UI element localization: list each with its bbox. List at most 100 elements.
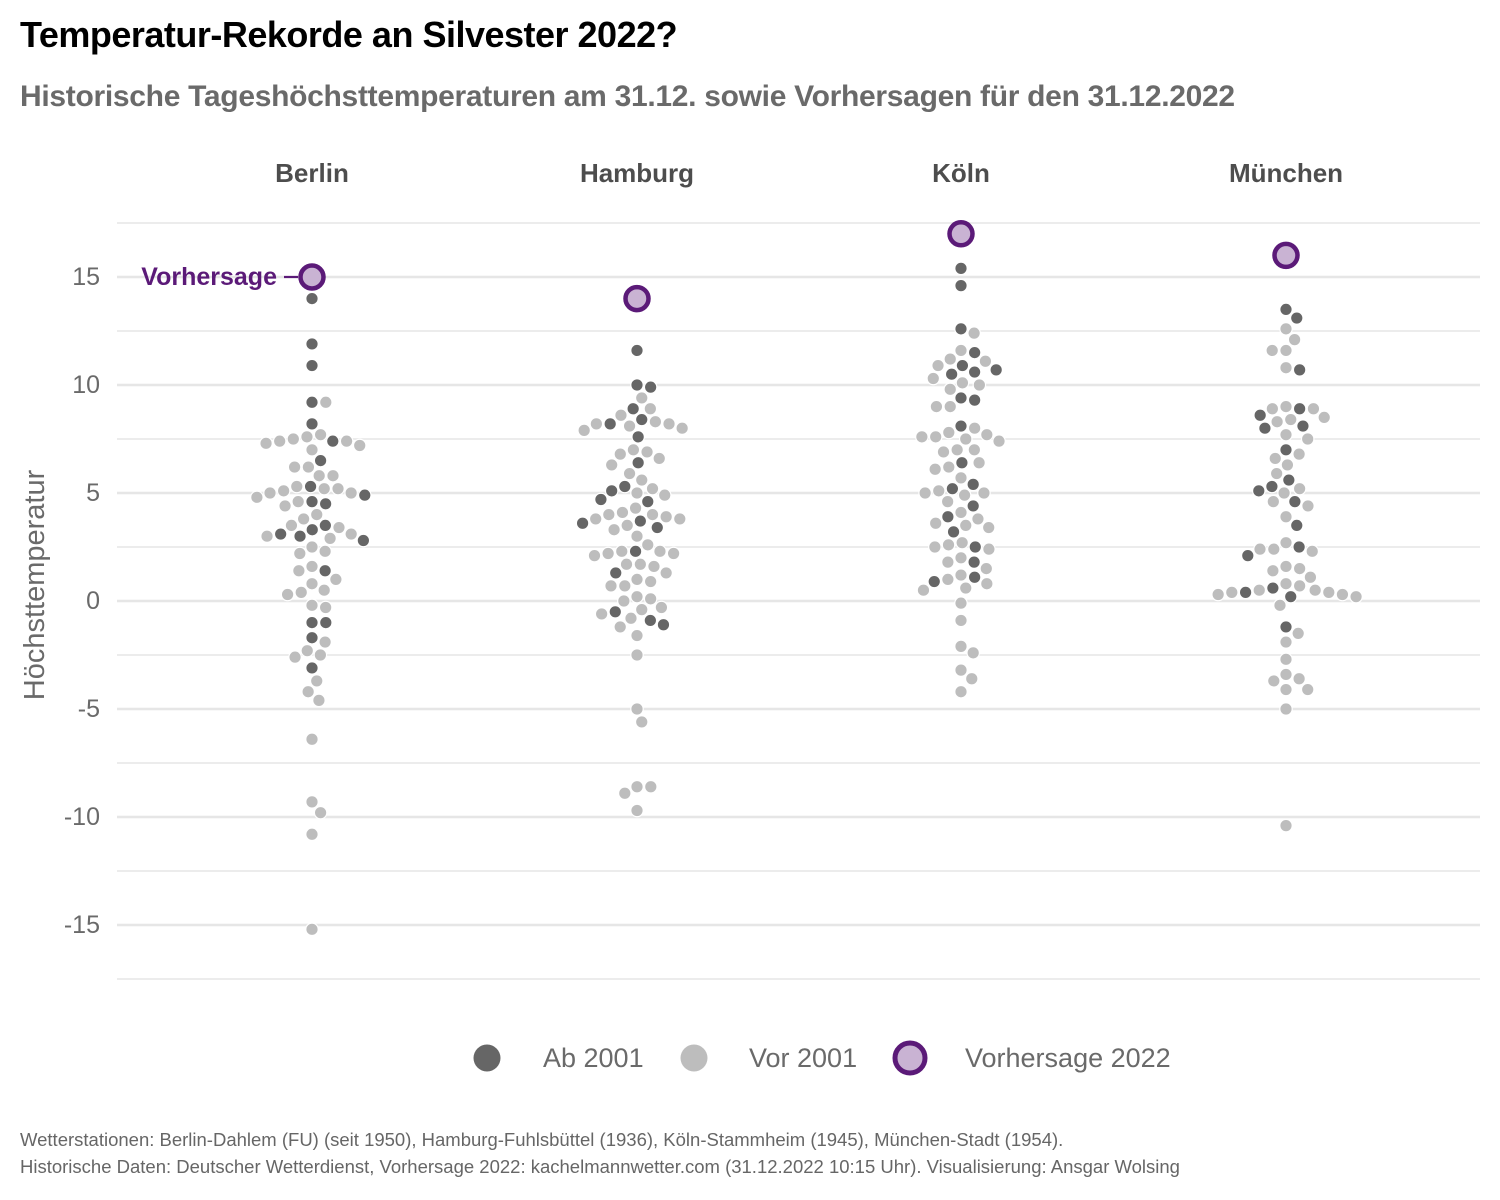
chart-subtitle: Historische Tageshöchsttemperaturen am 3…: [20, 80, 1235, 113]
point-vor-2001: [619, 557, 634, 572]
point-vor-2001: [967, 442, 982, 457]
forecast-annotation-label: Vorhersage: [141, 263, 277, 291]
caption-line-1: Wetterstationen: Berlin-Dahlem (FU) (sei…: [20, 1129, 1064, 1150]
point-vor-2001: [1287, 332, 1302, 347]
y-axis-label: Höchsttemperatur: [19, 469, 51, 700]
point-ab-2001: [305, 615, 319, 630]
point-vor-2001: [344, 527, 358, 541]
point-vor-2001: [967, 326, 981, 340]
point-vor-2001: [604, 458, 619, 472]
point-vor-2001: [305, 827, 319, 842]
point-vor-2001: [643, 574, 658, 589]
legend-symbol-forecast: [892, 1040, 928, 1076]
point-vor-2001: [263, 486, 277, 500]
forecast-point: [1272, 241, 1300, 270]
point-vor-2001: [943, 382, 958, 397]
point-ab-2001: [955, 358, 970, 373]
point-vor-2001: [941, 460, 956, 474]
point-vor-2001: [954, 663, 968, 677]
point-vor-2001: [1279, 322, 1293, 336]
point-vor-2001: [301, 460, 316, 474]
point-vor-2001: [630, 486, 644, 500]
point-ab-2001: [305, 337, 319, 351]
point-vor-2001: [1279, 535, 1293, 550]
point-vor-2001: [305, 598, 319, 613]
point-vor-2001: [979, 561, 994, 576]
point-ab-2001: [303, 479, 318, 494]
point-ab-2001: [1266, 581, 1280, 595]
point-vor-2001: [675, 421, 689, 435]
point-ab-2001: [1258, 421, 1272, 435]
y-tick-label: 15: [72, 263, 100, 291]
y-axis-ticks: 15 10 5 0 -5 -10 -15: [64, 263, 100, 939]
point-vor-2001: [1292, 561, 1307, 576]
point-vor-2001: [630, 628, 644, 643]
point-vor-2001: [319, 395, 333, 410]
point-vor-2001: [915, 430, 929, 444]
point-vor-2001: [645, 481, 660, 496]
point-ab-2001: [1289, 518, 1304, 533]
point-vor-2001: [1267, 674, 1281, 688]
point-vor-2001: [588, 512, 603, 526]
point-vor-2001: [305, 540, 319, 554]
point-vor-2001: [1269, 466, 1284, 481]
point-vor-2001: [618, 579, 632, 593]
point-vor-2001: [1224, 585, 1239, 600]
point-ab-2001: [305, 395, 319, 410]
beeswarm-chart: 15 10 5 0 -5 -10 -15 Höchsttemperatur Berlin Ha…: [19, 158, 1480, 1076]
point-vor-2001: [1300, 682, 1315, 697]
point-ab-2001: [1288, 494, 1302, 509]
point-vor-2001: [1279, 576, 1293, 591]
point-vor-2001: [634, 602, 649, 617]
point-vor-2001: [941, 572, 955, 587]
point-vor-2001: [645, 507, 660, 522]
point-vor-2001: [644, 779, 658, 794]
point-vor-2001: [618, 786, 632, 801]
point-vor-2001: [1265, 343, 1279, 358]
point-vor-2001: [1291, 626, 1305, 641]
point-vor-2001: [640, 445, 654, 459]
point-vor-2001: [928, 462, 942, 477]
panel-labels: Berlin Hamburg Köln München: [275, 158, 1343, 188]
point-vor-2001: [615, 505, 630, 520]
point-vor-2001: [654, 600, 669, 615]
y-tick-label: 10: [72, 371, 100, 399]
point-vor-2001: [602, 507, 616, 522]
panel-label: Berlin: [275, 158, 349, 188]
point-ab-2001: [1265, 479, 1279, 494]
point-ab-2001: [1238, 585, 1253, 600]
point-vor-2001: [1279, 682, 1293, 697]
point-vor-2001: [250, 490, 264, 505]
point-vor-2001: [980, 576, 994, 591]
point-vor-2001: [624, 611, 638, 626]
point-vor-2001: [613, 447, 628, 461]
point-vor-2001: [630, 529, 644, 543]
point-vor-2001: [1292, 481, 1307, 496]
point-vor-2001: [577, 423, 591, 438]
chart-title: Temperatur-Rekorde an Silvester 2022?: [20, 14, 678, 55]
point-vor-2001: [296, 512, 311, 526]
point-vor-2001: [954, 471, 968, 485]
point-ab-2001: [356, 533, 371, 548]
forecast-point: [298, 263, 326, 291]
panel-label: München: [1229, 158, 1343, 188]
point-ab-2001: [604, 484, 619, 498]
point-ab-2001: [1296, 419, 1310, 433]
point-ab-2001: [954, 322, 968, 336]
point-ab-2001: [305, 417, 319, 431]
point-ab-2001: [1279, 302, 1293, 317]
point-ab-2001: [318, 518, 333, 533]
point-vor-2001: [292, 563, 306, 578]
point-ab-2001: [594, 492, 608, 507]
point-ab-2001: [944, 367, 959, 381]
point-vor-2001: [305, 559, 319, 574]
legend-symbol-vor-2001: [680, 1044, 708, 1072]
point-ab-2001: [954, 278, 968, 293]
point-vor-2001: [931, 484, 946, 498]
caption: Wetterstationen: Berlin-Dahlem (FU) (sei…: [20, 1126, 1180, 1180]
point-vor-2001: [634, 391, 649, 405]
point-vor-2001: [659, 509, 673, 524]
point-vor-2001: [628, 501, 643, 515]
point-vor-2001: [278, 499, 292, 513]
point-vor-2001: [1277, 486, 1291, 500]
